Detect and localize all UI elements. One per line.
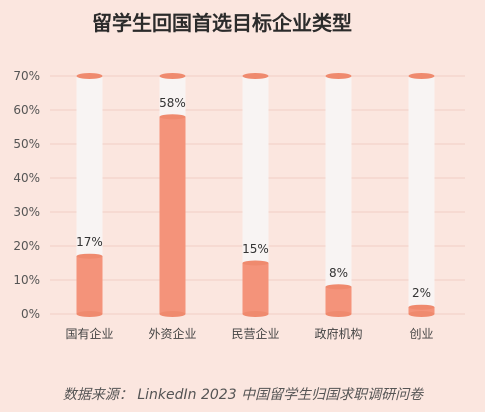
bar-track [408, 76, 435, 314]
chart-title: 留学生回国首选目标企业类型 [92, 11, 352, 35]
y-tick-label: 10% [13, 273, 40, 287]
bar [408, 307, 435, 314]
data-label: 2% [412, 286, 431, 300]
bar-track-cap [76, 73, 103, 79]
bar-base [76, 311, 103, 317]
x-tick-label: 民营企业 [231, 326, 279, 341]
bar-cap [159, 114, 186, 120]
bar-cap [408, 304, 435, 310]
x-tick-label: 国有企业 [65, 326, 113, 341]
x-tick-label: 创业 [409, 327, 433, 341]
x-tick-label: 政府机构 [314, 326, 362, 341]
bar [242, 263, 269, 314]
bar-cap [242, 260, 269, 266]
data-label: 58% [159, 96, 186, 110]
y-tick-label: 20% [13, 239, 40, 253]
source-note: 数据来源： LinkedIn 2023 中国留学生归国求职调研问卷 [63, 387, 424, 403]
bar-base [242, 311, 269, 317]
x-axis-labels: 国有企业 外资企业 民营企业 政府机构 创业 [65, 326, 433, 341]
y-tick-label: 70% [13, 69, 40, 83]
bar-track-cap [408, 73, 435, 79]
bar-track-cap [325, 73, 352, 79]
y-axis-ticks: 0% 10% 20% 30% 40% 50% 60% 70% [13, 69, 40, 321]
y-tick-label: 50% [13, 137, 40, 151]
y-tick-label: 30% [13, 205, 40, 219]
data-label: 17% [76, 235, 103, 249]
bar-cap [325, 284, 352, 290]
bar [76, 256, 103, 314]
x-tick-label: 外资企业 [148, 326, 196, 341]
y-tick-label: 60% [13, 103, 40, 117]
bar-base [159, 311, 186, 317]
bar-base [325, 311, 352, 317]
bar-base [408, 311, 435, 317]
bar [159, 116, 186, 314]
data-label: 8% [329, 266, 348, 280]
bar-cap [76, 253, 103, 259]
y-tick-label: 40% [13, 171, 40, 185]
bar-track-cap [159, 73, 186, 79]
bar [325, 286, 352, 314]
data-label: 15% [242, 242, 269, 256]
bar-track [325, 76, 352, 314]
y-tick-label: 0% [21, 307, 40, 321]
bar-track-cap [242, 73, 269, 79]
bars: 17% 58% 15% 8% 2% [76, 73, 435, 317]
bar-track [242, 76, 269, 314]
